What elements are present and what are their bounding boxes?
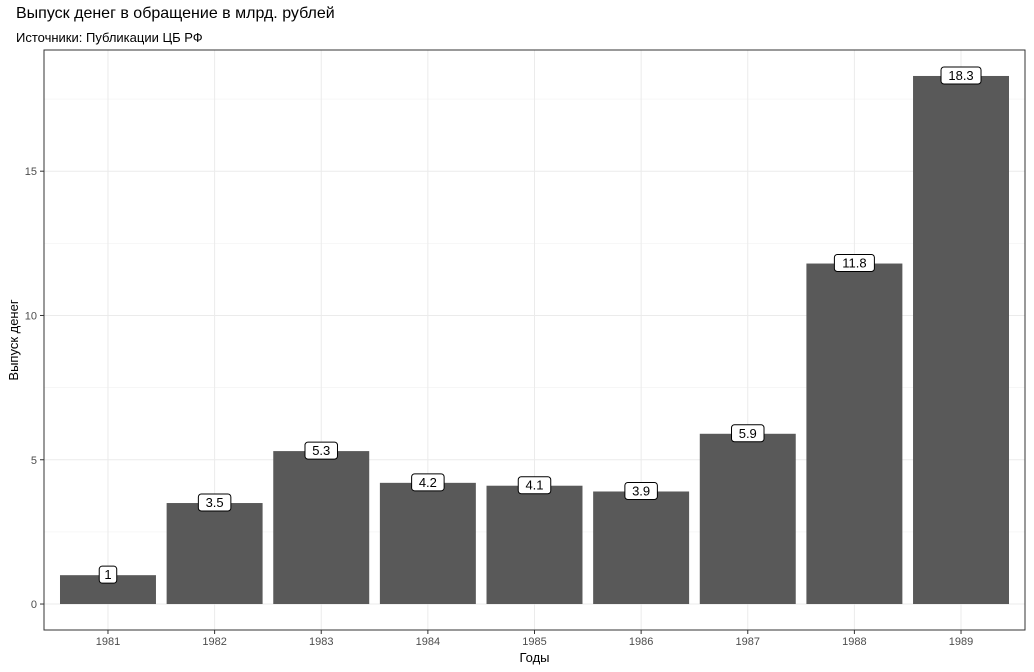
bar: [273, 451, 370, 605]
data-label: 3.9: [624, 481, 658, 500]
x-tick-label: 1987: [736, 636, 760, 648]
bar: [699, 433, 796, 605]
chart-subtitle: Источники: Публикации ЦБ РФ: [16, 30, 203, 45]
data-labels: 1 3.5 5.3 4.2 4.1 3.9 5.9 11.8 18.3: [98, 66, 982, 584]
x-tick-label: 1989: [949, 636, 973, 648]
data-label-text: 11.8: [842, 256, 866, 271]
x-tick-label: 1982: [202, 636, 226, 648]
bars: [59, 75, 1010, 605]
data-label-text: 3.9: [632, 483, 650, 498]
data-label-box: [517, 476, 552, 495]
data-label-box: [624, 481, 658, 500]
data-label-text: 1: [104, 567, 111, 582]
axes: 0 5 10 15 1981 1982 1983 1984 1985 1986 1987 1988 19…: [25, 166, 974, 648]
x-tick-label: 1988: [842, 636, 866, 648]
data-label-text: 4.2: [419, 475, 437, 490]
y-tick-label: 0: [31, 599, 37, 611]
data-label-box: [833, 254, 875, 273]
x-tick-label: 1985: [522, 636, 546, 648]
x-tick-label: 1984: [416, 636, 440, 648]
data-label-box: [411, 473, 445, 492]
chart-title: Выпуск денег в обращение в млрд. рублей: [16, 5, 335, 22]
y-tick-label: 15: [25, 166, 37, 178]
data-label-text: 3.5: [206, 495, 224, 510]
data-label: 11.8: [833, 254, 875, 273]
x-axis-title: Годы: [519, 650, 549, 665]
data-label: 5.9: [731, 424, 765, 443]
data-label-text: 4.1: [525, 478, 543, 493]
x-tick-label: 1986: [629, 636, 653, 648]
data-label-box: [304, 441, 338, 460]
bar: [379, 482, 476, 605]
data-label: 3.5: [197, 493, 232, 512]
data-label: 5.3: [304, 441, 338, 460]
x-tick-label: 1981: [96, 636, 120, 648]
data-label: 18.3: [940, 66, 982, 85]
data-label-box: [940, 66, 982, 85]
y-tick-label: 5: [31, 455, 37, 467]
data-label-text: 18.3: [948, 68, 973, 83]
data-label-box: [98, 565, 118, 584]
bar: [913, 75, 1010, 605]
data-label: 4.2: [411, 473, 445, 492]
bar: [593, 491, 690, 605]
data-label-box: [731, 424, 765, 443]
bar: [486, 485, 583, 605]
x-tick-label: 1983: [309, 636, 333, 648]
data-label-text: 5.3: [312, 443, 330, 458]
bar: [806, 263, 903, 605]
data-label-text: 5.9: [739, 426, 757, 441]
bar: [166, 503, 263, 605]
data-label: 1: [98, 565, 118, 584]
y-axis-title: Выпуск денег: [6, 299, 21, 380]
data-label-box: [197, 493, 232, 512]
data-label: 4.1: [517, 476, 552, 495]
y-tick-label: 10: [25, 310, 37, 322]
